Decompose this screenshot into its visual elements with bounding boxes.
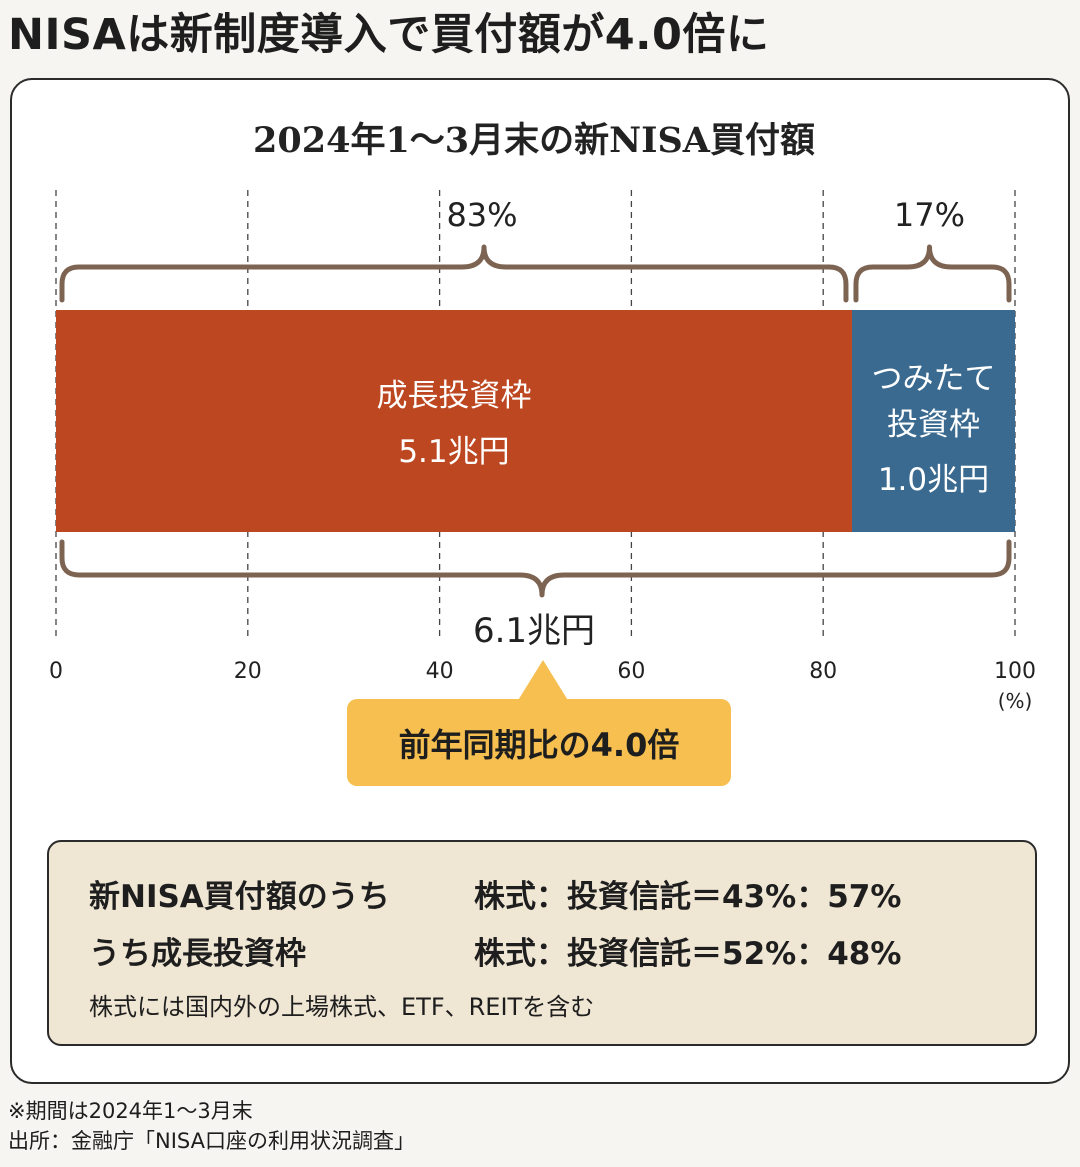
x-tick-0: 0 — [49, 659, 63, 684]
bar-segment-tsumitate — [851, 310, 1015, 532]
note-row-1-ratio: 株式：投資信託＝43%：57% — [474, 879, 902, 915]
growth-segment-name: 成長投資枠 — [376, 378, 531, 414]
period-footnote: ※期間は2024年1〜3月末 — [8, 1099, 253, 1123]
x-tick-40: 40 — [426, 659, 454, 684]
note-row-1: 新NISA買付額のうち 株式：投資信託＝43%：57% — [89, 877, 901, 917]
tsumitate-percent-label: 17% — [894, 196, 965, 234]
note-row-1-label: 新NISA買付額のうち — [89, 879, 390, 915]
x-tick-100: 100 — [994, 659, 1036, 684]
headline: NISAは新制度導入で買付額が4.0倍に — [8, 10, 770, 60]
note-row-2-label: うち成長投資枠 — [89, 936, 306, 972]
brace-tsumitate — [853, 244, 1012, 303]
brace-total — [59, 539, 1012, 598]
source-footnote: 出所：金融庁「NISA口座の利用状況調査」 — [8, 1129, 415, 1153]
x-tick-60: 60 — [617, 659, 645, 684]
growth-callout: 前年同期比の4.0倍 — [347, 699, 731, 786]
chart-card: 2024年1〜3月末の新NISA買付額成長投資枠 5.1兆円 つみたて投資枠 1.0兆… — [10, 78, 1070, 1084]
growth-segment-value: 5.1兆円 — [398, 434, 509, 470]
chart-title: 2024年1〜3月末の新NISA買付額 — [253, 120, 815, 161]
bar-segment-growth — [56, 310, 852, 532]
tsumitate-segment-name-2: 投資枠 — [887, 407, 980, 443]
note-box: 新NISA買付額のうち 株式：投資信託＝43%：57% うち成長投資枠 株式：投… — [47, 840, 1037, 1046]
callout-arrow — [517, 660, 569, 702]
brace-growth — [59, 244, 849, 303]
x-tick-20: 20 — [234, 659, 262, 684]
growth-percent-label: 83% — [446, 196, 517, 234]
note-row-2: うち成長投資枠 株式：投資信託＝52%：48% — [89, 934, 901, 974]
x-tick-80: 80 — [809, 659, 837, 684]
note-row-2-ratio: 株式：投資信託＝52%：48% — [474, 936, 902, 972]
x-axis-unit: (%) — [998, 689, 1033, 713]
total-label: 6.1兆円 — [473, 611, 595, 651]
tsumitate-segment-name-1: つみたて — [871, 361, 995, 397]
note-small: 株式には国内外の上場株式、ETF、REITを含む — [89, 993, 595, 1021]
tsumitate-segment-value: 1.0兆円 — [878, 462, 989, 498]
